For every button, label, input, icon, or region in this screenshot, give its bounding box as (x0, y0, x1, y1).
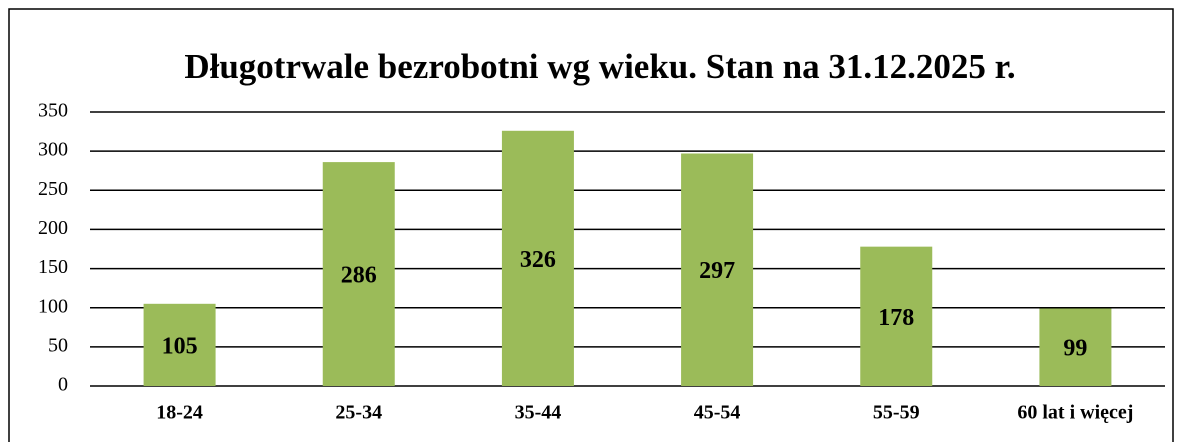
x-tick-label: 60 lat i więcej (1017, 402, 1133, 424)
y-tick-label: 150 (38, 256, 68, 278)
x-tick-label: 45-54 (694, 402, 741, 424)
bar (1039, 308, 1112, 386)
y-tick-label: 100 (38, 295, 68, 317)
data-label: 105 (162, 333, 198, 359)
bar (143, 303, 216, 386)
bar (322, 162, 395, 386)
data-label: 99 (1063, 336, 1087, 362)
x-tick-label: 55-59 (873, 402, 920, 424)
bar (860, 246, 933, 386)
bar (501, 130, 574, 386)
y-tick-label: 200 (38, 217, 68, 239)
y-tick-label: 300 (38, 139, 68, 161)
x-tick-label: 25-34 (335, 402, 382, 424)
y-tick-label: 50 (48, 334, 68, 356)
data-label: 297 (699, 258, 735, 284)
data-label: 178 (878, 305, 914, 331)
data-label: 326 (520, 247, 556, 273)
y-tick-label: 0 (58, 374, 68, 396)
x-tick-label: 18-24 (156, 402, 203, 424)
chart-title: Długotrwale bezrobotni wg wieku. Stan na… (184, 47, 1015, 86)
y-tick-label: 250 (38, 178, 68, 200)
bar (681, 153, 754, 386)
data-label: 286 (341, 263, 377, 289)
y-tick-label: 350 (38, 100, 68, 122)
x-tick-label: 35-44 (515, 402, 562, 424)
